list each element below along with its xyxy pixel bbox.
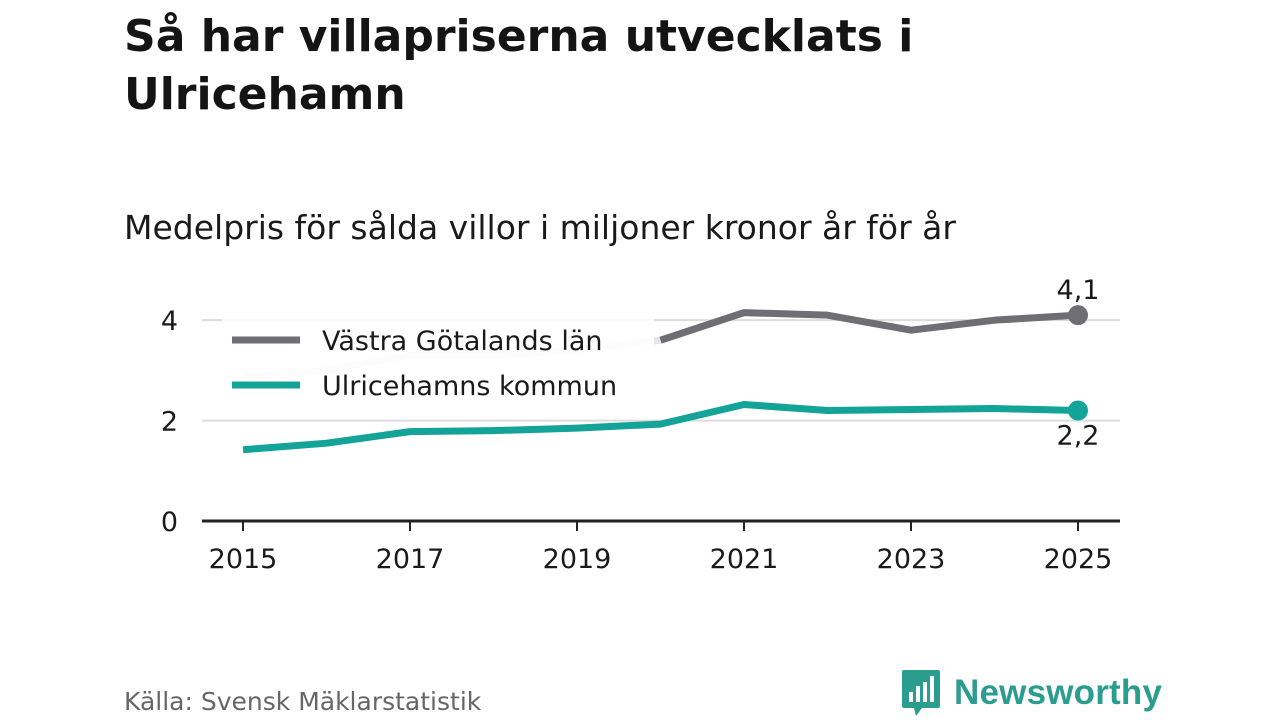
x-tick-label-2019: 2019: [543, 544, 612, 575]
x-tick-label-2025: 2025: [1044, 544, 1113, 575]
chart-subtitle: Medelpris för sålda villor i miljoner kr…: [124, 208, 956, 247]
x-tick-label-2015: 2015: [209, 544, 278, 575]
end-marker-lan: [1068, 305, 1088, 326]
series-end-markers: 4,1 2,2: [1057, 275, 1100, 451]
chart-title: Så har villapriserna utvecklats i Ulrice…: [124, 11, 914, 120]
series-line-lan: [659, 309, 1079, 344]
y-tick-label-0: 0: [161, 507, 178, 538]
x-tick-label-2021: 2021: [710, 544, 779, 575]
brand-name: Newsworthy: [954, 673, 1163, 712]
series-line-kommun: [242, 401, 1079, 454]
y-tick-label-4: 4: [161, 306, 178, 337]
end-marker-kommun: [1068, 400, 1088, 421]
y-axis-labels: 0 2 4: [161, 306, 178, 538]
legend: Västra Götalands län Ulricehamns kommun: [222, 318, 654, 414]
newsworthy-logo-icon: [902, 670, 940, 716]
y-tick-label-2: 2: [161, 407, 178, 438]
legend-label-kommun: Ulricehamns kommun: [322, 371, 617, 402]
brand-logo[interactable]: Newsworthy: [900, 668, 1162, 718]
x-tick-label-2017: 2017: [376, 544, 445, 575]
legend-label-lan: Västra Götalands län: [322, 326, 602, 357]
end-label-kommun: 2,2: [1057, 421, 1100, 452]
x-axis: 2015 2017 2019 2021 2023 2025: [202, 519, 1120, 575]
end-label-lan: 4,1: [1057, 275, 1100, 306]
x-tick-label-2023: 2023: [877, 544, 946, 575]
legend-background: [222, 318, 654, 414]
source-note: Källa: Svensk Mäklarstatistik: [124, 687, 482, 716]
